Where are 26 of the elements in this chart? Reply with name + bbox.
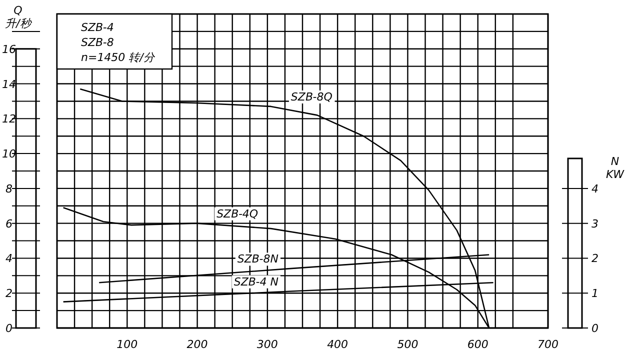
y2-tick-label: 4	[592, 182, 598, 196]
y-tick-label: 2	[6, 287, 12, 300]
y2-tick-label: 3	[592, 217, 598, 230]
text: SZB-4	[81, 21, 114, 34]
x-tick-label: 600	[467, 338, 488, 351]
y-tick-label: 12	[2, 112, 16, 126]
y-tick-label: 14	[2, 78, 16, 91]
y-tick-label: 16	[2, 42, 16, 56]
y2-tick-label: 1	[592, 287, 598, 300]
y-tick-label: 0	[6, 322, 12, 335]
y2-tick-label: 2	[592, 252, 598, 266]
annotation: n=1450 转/分	[81, 51, 156, 64]
x-tick-label: 500	[397, 338, 418, 351]
x-tick-label: 300	[256, 338, 278, 351]
y-tick-label: 8	[6, 182, 12, 196]
text: SZB-8	[81, 36, 114, 49]
x-tick-label: 200	[186, 338, 208, 351]
x-tick-label: 400	[327, 338, 348, 351]
y-tick-label: 6	[6, 217, 12, 230]
y2-tick-label: 0	[592, 322, 598, 335]
x-tick-label: 100	[116, 338, 138, 351]
y2-axis-title: N KW	[606, 155, 626, 181]
y-tick-label: 10	[2, 148, 16, 161]
y-tick-label: 4	[6, 252, 12, 266]
y-axis-title: Q 升/秒	[5, 4, 33, 30]
x-tick-label: 700	[538, 338, 558, 351]
